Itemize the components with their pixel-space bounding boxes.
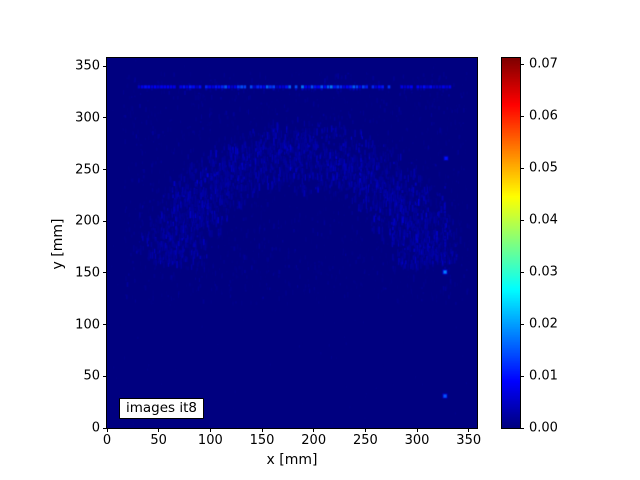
x-axis-label: x [mm]: [266, 452, 318, 468]
y-tick-mark: [103, 324, 107, 326]
y-tick-label: 0: [91, 420, 100, 436]
y-tick-mark: [103, 117, 107, 119]
x-tick-mark: [313, 428, 315, 432]
colorbar-tick-label: 0.00: [529, 420, 558, 436]
annotation-box: images it8: [119, 398, 205, 419]
x-tick-mark: [209, 428, 211, 432]
x-tick-label: 150: [249, 433, 275, 448]
heatmap-axes: [106, 57, 478, 429]
colorbar-tick-label: 0.04: [529, 212, 558, 228]
colorbar: [501, 57, 521, 429]
x-tick-label: 50: [150, 433, 167, 448]
y-tick-label: 50: [83, 368, 100, 384]
y-tick-mark: [103, 427, 107, 429]
colorbar-tick-mark: [520, 115, 524, 117]
colorbar-tick-mark: [520, 167, 524, 169]
colorbar-tick-label: 0.07: [529, 56, 558, 72]
y-tick-label: 350: [75, 58, 100, 74]
x-tick-label: 100: [197, 433, 223, 448]
x-tick-label: 200: [301, 433, 327, 448]
colorbar-tick-mark: [520, 427, 524, 429]
heatmap-image: [107, 58, 477, 428]
x-tick-mark: [364, 428, 366, 432]
y-tick-mark: [103, 65, 107, 67]
x-tick-label: 350: [456, 433, 482, 448]
x-tick-mark: [468, 428, 470, 432]
colorbar-tick-mark: [520, 219, 524, 221]
y-tick-label: 100: [75, 317, 100, 333]
x-tick-mark: [416, 428, 418, 432]
y-tick-label: 150: [75, 265, 100, 281]
y-axis-label: y [mm]: [50, 218, 66, 270]
colorbar-tick-label: 0.01: [529, 368, 558, 384]
colorbar-tick-label: 0.03: [529, 264, 558, 280]
colorbar-tick-mark: [520, 63, 524, 65]
colorbar-tick-label: 0.02: [529, 316, 558, 332]
y-tick-mark: [103, 169, 107, 171]
x-tick-mark: [158, 428, 160, 432]
x-tick-mark: [261, 428, 263, 432]
colorbar-tick-mark: [520, 375, 524, 377]
colorbar-tick-label: 0.05: [529, 160, 558, 176]
y-tick-label: 250: [75, 162, 100, 178]
x-tick-label: 0: [102, 433, 112, 448]
y-tick-mark: [103, 220, 107, 222]
y-tick-label: 200: [75, 213, 100, 229]
y-tick-label: 300: [75, 110, 100, 126]
colorbar-tick-label: 0.06: [529, 108, 558, 124]
x-tick-label: 250: [352, 433, 378, 448]
x-tick-label: 300: [404, 433, 430, 448]
y-tick-mark: [103, 375, 107, 377]
colorbar-tick-mark: [520, 271, 524, 273]
x-tick-mark: [106, 428, 108, 432]
y-tick-mark: [103, 272, 107, 274]
colorbar-tick-mark: [520, 323, 524, 325]
colorbar-gradient: [502, 58, 520, 428]
